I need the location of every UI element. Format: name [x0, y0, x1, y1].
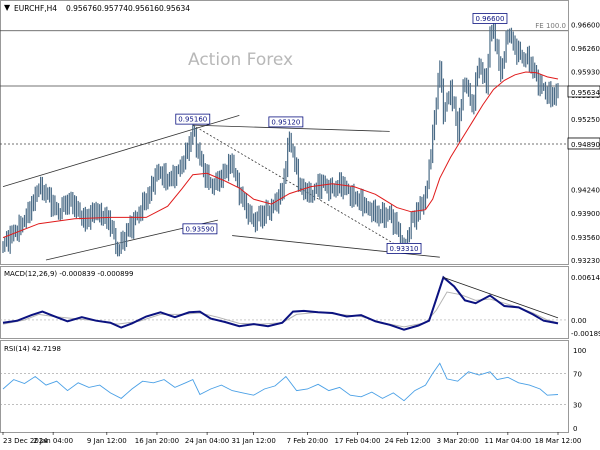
x-tick-label: 24 Jan 04:00	[185, 437, 229, 445]
price-annotation-label: 0.95120	[271, 118, 300, 126]
rsi-y-tick: 100	[573, 347, 586, 355]
price-annotation-label: 0.96600	[475, 15, 504, 23]
ohlc-high: 0.95774	[97, 4, 128, 13]
price-y-tick: 0.94240	[571, 186, 600, 194]
price-annotation-box	[268, 116, 304, 128]
price-y-tick: 0.96600	[571, 21, 600, 29]
watermark: Action Forex	[188, 50, 293, 70]
price-annotation-label: 0.93590	[185, 225, 214, 233]
channel-upper-line	[2, 114, 240, 188]
fe-label: FE 100.0	[535, 22, 566, 30]
price-annotation-box	[386, 243, 422, 254]
price-annotation-label: 0.95160	[178, 116, 207, 124]
resistance-trendline	[192, 124, 390, 132]
x-tick-label: 31 Jan 12:00	[231, 437, 275, 445]
level-price-tag	[567, 137, 600, 150]
current-price-tag	[567, 85, 600, 98]
price-y-tick: 0.95250	[571, 116, 600, 124]
macd-label: MACD(12,26,9) -0.000839 -0.000899	[4, 270, 133, 278]
macd-layer: MACD(12,26,9) -0.000839 -0.000899 0.00614…	[0, 270, 600, 338]
price-annotation-box	[472, 13, 508, 24]
dotted-projection-line	[192, 124, 405, 250]
macd-line	[2, 275, 559, 331]
rsi-y-tick: 70	[573, 370, 582, 378]
x-tick-label: 2 Jan 04:00	[33, 437, 73, 445]
x-tick-label: 7 Feb 20:00	[287, 437, 328, 445]
collapse-triangle-icon[interactable]: ▼	[4, 3, 11, 12]
x-tick-label: 11 Mar 04:00	[484, 437, 531, 445]
price-annotation-box	[182, 223, 218, 235]
price-y-tick: 0.93560	[571, 234, 600, 242]
ema-line	[2, 71, 559, 239]
symbol-label: EURCHF,H4	[14, 4, 57, 13]
level-price-label: 0.94890	[571, 141, 600, 149]
price-annotation-label: 0.93310	[390, 245, 419, 253]
price-y-tick: 0.95930	[571, 68, 600, 76]
macd-y-tick: 0.00	[571, 317, 587, 325]
price-bars	[2, 19, 559, 257]
price-panel-frame	[0, 0, 569, 265]
price-y-tick: 0.93230	[571, 257, 600, 265]
rsi-line	[2, 362, 559, 402]
current-price-label: 0.95634	[571, 89, 600, 97]
x-tick-label: 18 Mar 12:00	[535, 437, 582, 445]
price-y-tick: 0.93900	[571, 210, 600, 218]
rsi-label: RSI(14) 42.7198	[4, 345, 61, 353]
price-annotation-box	[175, 113, 211, 125]
macd-y-tick: 0.00614	[571, 274, 600, 282]
price-layer: FE 100.0 0.95160 0.95120 0.93590 0.93310 0.96…	[0, 13, 600, 265]
rsi-y-tick: 30	[573, 402, 582, 410]
x-tick-label: 17 Feb 04:00	[335, 437, 381, 445]
x-tick-label: 9 Jan 12:00	[87, 437, 127, 445]
ohlc-open: 0.95676	[66, 4, 97, 13]
macd-y-tick: -0.001896	[571, 330, 600, 338]
price-y-tick: 0.96260	[571, 45, 600, 53]
rsi-layer: RSI(14) 42.7198 100 70 30 0	[0, 345, 586, 433]
x-tick-label: 3 Mar 20:00	[437, 437, 479, 445]
x-tick-label: 24 Feb 12:00	[385, 437, 431, 445]
x-tick-label: 23 Dec 2024	[3, 437, 48, 445]
rsi-y-tick: 0	[573, 425, 577, 433]
macd-divergence-line	[443, 277, 559, 319]
x-tick-label: 16 Jan 20:00	[135, 437, 179, 445]
ohlc-low: 0.95616	[128, 4, 159, 13]
ohlc-close: 0.95634	[159, 4, 190, 13]
